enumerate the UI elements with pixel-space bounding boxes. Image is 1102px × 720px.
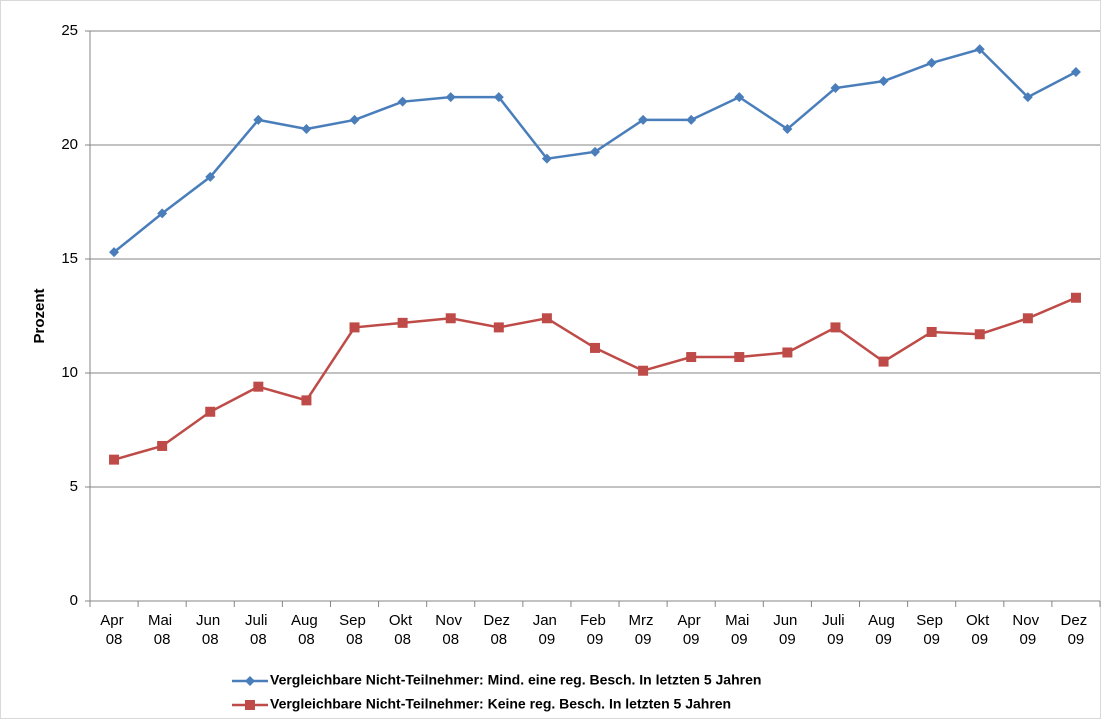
marker bbox=[245, 700, 255, 710]
y-tick-label: 5 bbox=[70, 478, 78, 495]
marker bbox=[493, 92, 504, 103]
x-tick-label: Okt 09 bbox=[966, 612, 994, 648]
marker bbox=[830, 83, 841, 93]
marker bbox=[157, 208, 168, 219]
x-tick-label: Apr 08 bbox=[100, 612, 128, 648]
marker bbox=[397, 317, 408, 328]
marker bbox=[157, 440, 168, 451]
x-tick-label: Sep 09 bbox=[916, 612, 947, 648]
marker bbox=[926, 326, 937, 337]
marker bbox=[109, 454, 120, 465]
x-tick-label: Feb 09 bbox=[580, 612, 610, 648]
x-tick-label: Apr 09 bbox=[677, 612, 705, 648]
legend-label: Vergleichbare Nicht-Teilnehmer: Keine re… bbox=[270, 696, 731, 712]
x-tick-label: Mai 08 bbox=[148, 612, 176, 648]
marker bbox=[205, 171, 216, 182]
marker bbox=[686, 352, 697, 363]
x-tick-label: Juli 08 bbox=[245, 612, 272, 648]
x-tick-label: Okt 08 bbox=[389, 612, 417, 648]
marker bbox=[253, 381, 264, 392]
y-axis-label: Prozent bbox=[31, 288, 48, 343]
x-tick-label: Mai 09 bbox=[725, 612, 753, 648]
y-tick-label: 0 bbox=[70, 592, 78, 609]
x-tick-label: Aug 08 bbox=[291, 612, 322, 648]
x-tick-label: Mrz 09 bbox=[629, 612, 658, 648]
marker bbox=[397, 96, 408, 107]
marker bbox=[205, 406, 216, 417]
marker bbox=[109, 247, 120, 258]
x-tick-label: Nov 08 bbox=[435, 612, 466, 648]
marker bbox=[926, 57, 937, 68]
marker bbox=[493, 322, 504, 333]
x-tick-label: Nov 09 bbox=[1012, 612, 1043, 648]
marker bbox=[782, 347, 793, 358]
x-tick-label: Sep 08 bbox=[339, 612, 370, 648]
y-tick-label: 25 bbox=[61, 22, 78, 39]
x-tick-label: Jan 09 bbox=[533, 612, 561, 648]
marker bbox=[1022, 313, 1033, 324]
y-tick-label: 10 bbox=[61, 364, 78, 381]
marker bbox=[590, 146, 600, 157]
marker bbox=[878, 76, 889, 87]
marker bbox=[638, 365, 649, 376]
x-tick-label: Dez 08 bbox=[483, 612, 514, 648]
marker bbox=[1070, 67, 1081, 78]
x-tick-label: Dez 09 bbox=[1061, 612, 1092, 648]
marker bbox=[541, 313, 552, 324]
marker bbox=[638, 114, 649, 125]
marker bbox=[974, 329, 985, 340]
marker bbox=[782, 124, 793, 135]
marker bbox=[245, 676, 255, 686]
marker bbox=[686, 114, 697, 125]
marker bbox=[541, 153, 552, 164]
marker bbox=[1070, 292, 1081, 303]
marker bbox=[445, 92, 456, 103]
marker bbox=[253, 114, 264, 125]
y-tick-label: 20 bbox=[61, 136, 78, 153]
marker bbox=[301, 124, 312, 135]
marker bbox=[590, 342, 600, 353]
marker bbox=[878, 356, 889, 367]
marker bbox=[445, 313, 456, 324]
marker bbox=[830, 322, 841, 333]
marker bbox=[974, 44, 985, 55]
x-tick-label: Jun 08 bbox=[196, 612, 224, 648]
x-tick-label: Juli 09 bbox=[822, 612, 849, 648]
x-tick-label: Jun 09 bbox=[773, 612, 801, 648]
marker bbox=[734, 92, 745, 103]
marker bbox=[1022, 92, 1033, 103]
x-tick-label: Aug 09 bbox=[868, 612, 899, 648]
marker bbox=[349, 322, 360, 333]
legend-label: Vergleichbare Nicht-Teilnehmer: Mind. ei… bbox=[270, 672, 761, 688]
marker bbox=[301, 395, 312, 406]
marker bbox=[734, 352, 745, 363]
marker bbox=[349, 114, 360, 125]
y-tick-label: 15 bbox=[61, 250, 78, 267]
